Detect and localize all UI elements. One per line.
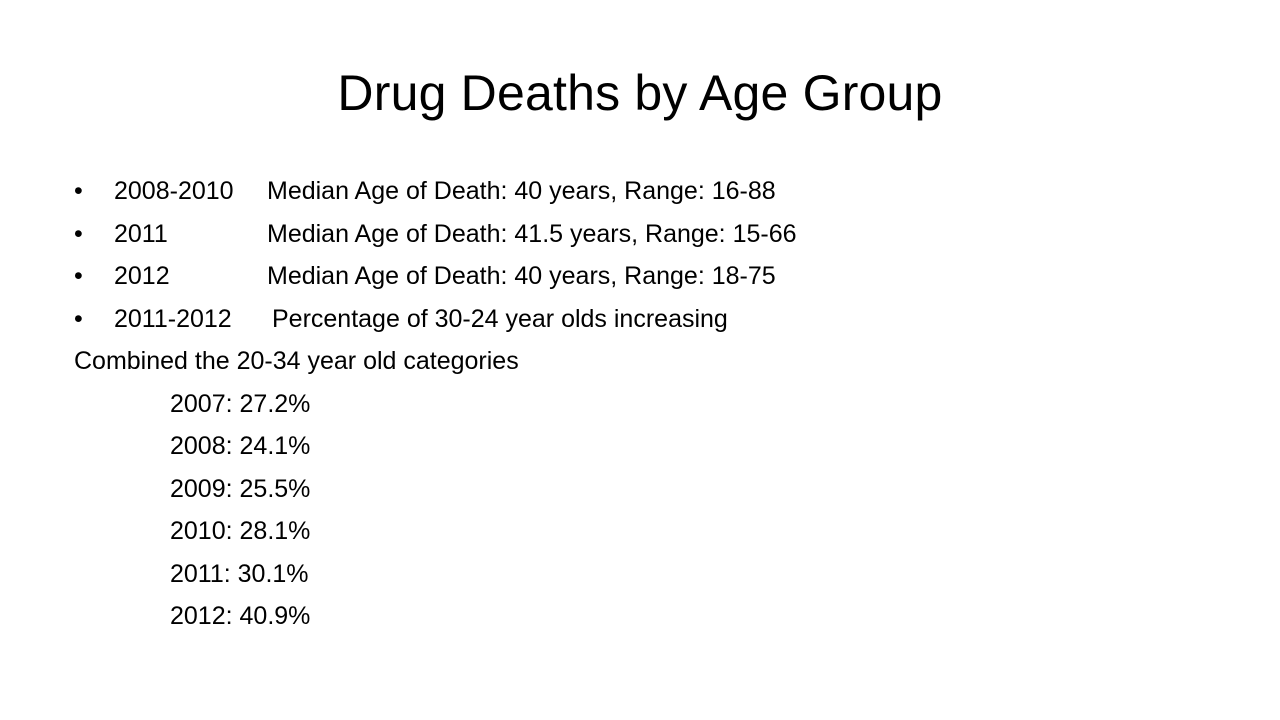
bullet-text: Median Age of Death: 40 years, Range: 18… bbox=[267, 262, 776, 290]
combined-value: 2010: 28.1% bbox=[170, 517, 311, 545]
bullet-year: 2011-2012 bbox=[114, 304, 232, 333]
bullet-item: • 2008-2010 Median Age of Death: 40 years… bbox=[74, 170, 1224, 213]
bullet-dot: • bbox=[74, 219, 83, 248]
bullet-dot: • bbox=[74, 304, 83, 333]
bullet-dot: • bbox=[74, 177, 83, 205]
bullet-year: 2011 bbox=[114, 219, 168, 248]
bullet-year: 2012 bbox=[114, 262, 170, 290]
bullet-text: Median Age of Death: 40 years, Range: 16… bbox=[267, 177, 776, 205]
combined-value: 2012: 40.9% bbox=[170, 602, 311, 630]
combined-value: 2009: 25.5% bbox=[170, 474, 311, 503]
combined-value: 2008: 24.1% bbox=[170, 432, 311, 460]
bullet-item: • 2011 Median Age of Death: 41.5 years, R… bbox=[74, 213, 1224, 256]
bullet-text: Median Age of Death: 41.5 years, Range: … bbox=[267, 219, 797, 248]
bullet-year: 2008-2010 bbox=[114, 177, 234, 205]
combined-value: 2011: 30.1% bbox=[170, 559, 309, 588]
slide-title: Drug Deaths by Age Group bbox=[337, 65, 943, 121]
slide-body: • 2008-2010 Median Age of Death: 40 years… bbox=[74, 170, 1224, 638]
combined-heading: Combined the 20-34 year old categories bbox=[74, 347, 519, 375]
bullet-item: • 2012 Median Age of Death: 40 years, Ran… bbox=[74, 255, 1224, 298]
bullet-text: Percentage of 30-24 year olds increasing bbox=[272, 304, 728, 333]
combined-value: 2007: 27.2% bbox=[170, 389, 311, 418]
bullet-dot: • bbox=[74, 262, 83, 290]
bullet-item: • 2011-2012 Percentage of 30-24 year olds… bbox=[74, 298, 1224, 341]
